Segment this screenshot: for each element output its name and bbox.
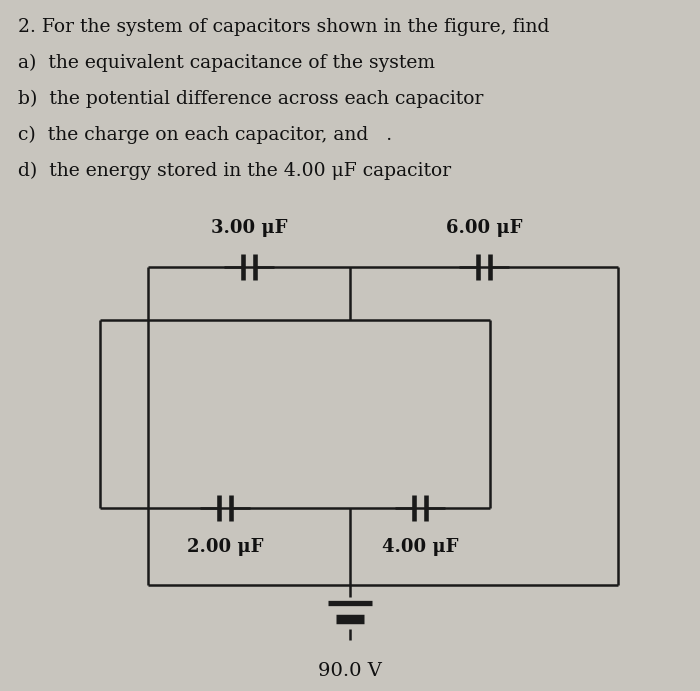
Text: 90.0 V: 90.0 V — [318, 662, 382, 680]
Text: 3.00 μF: 3.00 μF — [211, 219, 287, 237]
Text: a)  the equivalent capacitance of the system: a) the equivalent capacitance of the sys… — [18, 54, 435, 73]
Text: b)  the potential difference across each capacitor: b) the potential difference across each … — [18, 90, 484, 108]
Text: 2. For the system of capacitors shown in the figure, find: 2. For the system of capacitors shown in… — [18, 18, 550, 36]
Text: 6.00 μF: 6.00 μF — [446, 219, 522, 237]
Text: c)  the charge on each capacitor, and   .: c) the charge on each capacitor, and . — [18, 126, 392, 144]
Text: 2.00 μF: 2.00 μF — [187, 538, 263, 556]
Text: 4.00 μF: 4.00 μF — [382, 538, 458, 556]
Text: d)  the energy stored in the 4.00 μF capacitor: d) the energy stored in the 4.00 μF capa… — [18, 162, 451, 180]
